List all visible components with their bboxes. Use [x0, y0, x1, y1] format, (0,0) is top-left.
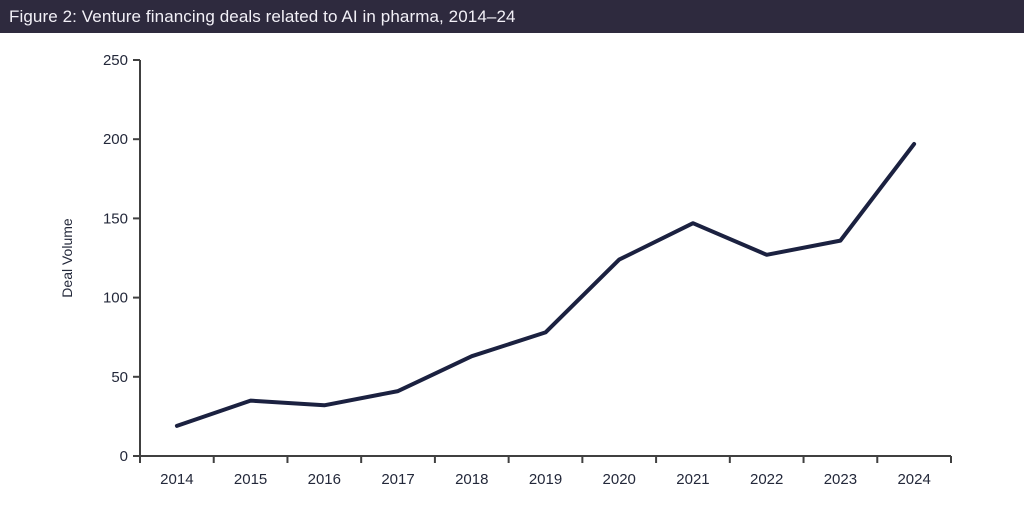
y-axis-title: Deal Volume: [59, 218, 75, 298]
chart-line: [174, 142, 917, 428]
deal-volume-line-chart: 0 50 100 150 200 250 2014 2015 2016 2017 2018 2019 2…: [59, 52, 952, 488]
x-tick-label: 2022: [750, 471, 783, 488]
line-chart-container: 0 50 100 150 200 250 2014 2015 2016 2017 2018 2019 2…: [0, 33, 1024, 513]
y-tick-label: 150: [103, 210, 128, 227]
x-tick-label: 2021: [676, 471, 709, 488]
figure-title-bar: Figure 2: Venture financing deals relate…: [0, 0, 1024, 33]
x-tick-label: 2024: [897, 471, 930, 488]
x-tick-label: 2020: [603, 471, 636, 488]
x-tick-label: 2023: [824, 471, 857, 488]
x-tick-label: 2019: [529, 471, 562, 488]
y-tick-label: 100: [103, 290, 128, 307]
x-tick-label: 2015: [234, 471, 267, 488]
figure-title: Figure 2: Venture financing deals relate…: [9, 6, 516, 26]
y-tick-label: 50: [111, 369, 128, 386]
y-tick-label: 0: [120, 448, 128, 465]
x-tick-label: 2016: [308, 471, 341, 488]
y-tick-label: 200: [103, 131, 128, 148]
x-tick-label: 2017: [381, 471, 414, 488]
x-tick-label: 2018: [455, 471, 488, 488]
y-tick-label: 250: [103, 52, 128, 69]
x-tick-label: 2014: [160, 471, 193, 488]
